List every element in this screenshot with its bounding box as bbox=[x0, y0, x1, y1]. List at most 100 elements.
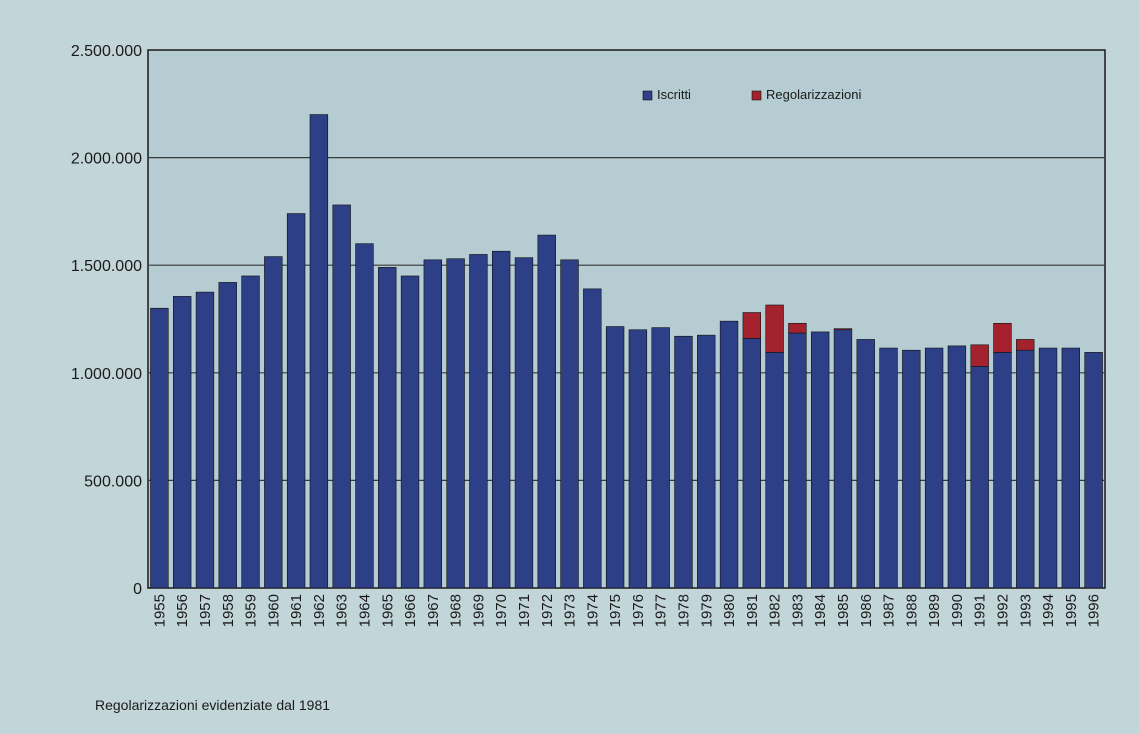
x-tick-label: 1993 bbox=[1017, 594, 1034, 627]
bar-iscritti-1989 bbox=[924, 347, 944, 589]
x-tick-label: 1958 bbox=[220, 594, 237, 627]
x-tick-label: 1989 bbox=[926, 594, 943, 627]
x-tick-label: 1966 bbox=[402, 594, 419, 627]
bar-iscritti-1961 bbox=[286, 213, 306, 589]
x-tick-label: 1964 bbox=[356, 594, 373, 627]
bar-iscritti-1982 bbox=[765, 352, 784, 589]
y-tick-label: 2.000.000 bbox=[71, 151, 142, 168]
x-tick-label: 1981 bbox=[744, 594, 761, 627]
x-tick-label: 1971 bbox=[516, 594, 533, 627]
bar-iscritti-1973 bbox=[560, 259, 579, 589]
x-tick-label: 1976 bbox=[630, 594, 647, 627]
x-tick-label: 1956 bbox=[174, 594, 191, 627]
bar-iscritti-1995 bbox=[1061, 347, 1081, 589]
x-tick-label: 1955 bbox=[151, 594, 168, 627]
legend-swatch-regolarizzazioni bbox=[751, 90, 762, 101]
y-tick-label: 0 bbox=[133, 581, 142, 598]
bar-iscritti-1964 bbox=[355, 243, 374, 589]
bar-iscritti-1958 bbox=[218, 282, 237, 589]
x-tick-label: 1996 bbox=[1086, 594, 1103, 627]
bar-iscritti-1970 bbox=[491, 250, 511, 589]
y-tick-labels: 0 500.000 1.000.000 1.500.000 2.000.000 2.500… bbox=[71, 43, 142, 598]
x-tick-label: 1992 bbox=[994, 594, 1011, 627]
bar-iscritti-1994 bbox=[1038, 347, 1058, 589]
bar-iscritti-1975 bbox=[605, 326, 625, 589]
x-tick-label: 1960 bbox=[265, 594, 282, 627]
x-tick-label: 1990 bbox=[949, 594, 966, 627]
bar-iscritti-1959 bbox=[241, 275, 260, 589]
x-tick-label: 1957 bbox=[197, 594, 214, 627]
x-tick-labels: 1955 1956 1957 1958 1959 1960 1961 1962 1963 1964… bbox=[151, 594, 1102, 627]
bar-iscritti-1985 bbox=[833, 329, 853, 589]
x-tick-label: 1978 bbox=[675, 594, 692, 627]
bar-iscritti-1990 bbox=[947, 345, 967, 589]
bar-regolarizzazioni-1992 bbox=[993, 322, 1012, 353]
y-tick-label: 500.000 bbox=[84, 473, 142, 490]
plot-area bbox=[147, 49, 1106, 589]
bar-iscritti-1957 bbox=[195, 291, 215, 589]
y-tick-label: 1.500.000 bbox=[71, 258, 142, 275]
x-tick-label: 1986 bbox=[858, 594, 875, 627]
bar-iscritti-1992 bbox=[993, 352, 1012, 589]
bars bbox=[150, 114, 1103, 589]
x-tick-label: 1970 bbox=[493, 594, 510, 627]
bar-iscritti-1969 bbox=[469, 254, 488, 589]
bar-iscritti-1960 bbox=[264, 256, 283, 589]
bar-iscritti-1967 bbox=[423, 259, 443, 589]
x-tick-label: 1972 bbox=[539, 594, 556, 627]
bar-iscritti-1988 bbox=[902, 349, 921, 589]
bar-iscritti-1965 bbox=[378, 267, 397, 589]
bar-iscritti-1971 bbox=[514, 257, 534, 589]
footnote: Regolarizzazioni evidenziate dal 1981 bbox=[95, 697, 331, 713]
x-tick-label: 1994 bbox=[1040, 594, 1057, 627]
x-tick-label: 1968 bbox=[448, 594, 465, 627]
bar-iscritti-1979 bbox=[697, 334, 716, 589]
x-tick-label: 1974 bbox=[584, 594, 601, 627]
x-tick-label: 1984 bbox=[812, 594, 829, 627]
bar-regolarizzazioni-1991 bbox=[970, 344, 989, 367]
bar-iscritti-1993 bbox=[1016, 349, 1035, 589]
x-tick-label: 1959 bbox=[243, 594, 260, 627]
x-tick-label: 1987 bbox=[881, 594, 898, 627]
x-tick-label: 1985 bbox=[835, 594, 852, 627]
bar-iscritti-1972 bbox=[537, 234, 556, 589]
legend-label-iscritti: Iscritti bbox=[657, 87, 691, 102]
bar-iscritti-1976 bbox=[628, 329, 648, 589]
x-tick-label: 1961 bbox=[288, 594, 305, 627]
bar-iscritti-1983 bbox=[788, 332, 807, 589]
x-tick-label: 1973 bbox=[562, 594, 579, 627]
bar-regolarizzazioni-1982 bbox=[765, 304, 784, 353]
bar-regolarizzazioni-1985 bbox=[833, 328, 853, 331]
x-tick-label: 1983 bbox=[789, 594, 806, 627]
legend-swatch-iscritti bbox=[642, 90, 653, 101]
x-tick-label: 1977 bbox=[653, 594, 670, 627]
grid-lines bbox=[148, 157, 1105, 481]
bar-iscritti-1974 bbox=[583, 288, 602, 589]
bar-iscritti-1966 bbox=[400, 275, 420, 589]
bar-iscritti-1963 bbox=[332, 204, 351, 589]
bar-iscritti-1955 bbox=[150, 307, 169, 589]
bar-iscritti-1991 bbox=[970, 366, 989, 589]
x-tick-label: 1995 bbox=[1063, 594, 1080, 627]
x-tick-label: 1969 bbox=[470, 594, 487, 627]
x-tick-label: 1991 bbox=[972, 594, 989, 627]
x-tick-label: 1965 bbox=[379, 594, 396, 627]
x-tick-label: 1967 bbox=[425, 594, 442, 627]
x-tick-label: 1979 bbox=[698, 594, 715, 627]
x-tick-label: 1982 bbox=[767, 594, 784, 627]
bar-iscritti-1981 bbox=[742, 338, 762, 589]
bar-iscritti-1968 bbox=[446, 258, 465, 589]
bar-regolarizzazioni-1993 bbox=[1016, 339, 1035, 351]
bar-iscritti-1984 bbox=[810, 331, 830, 589]
y-tick-label: 2.500.000 bbox=[71, 43, 142, 60]
bar-iscritti-1977 bbox=[651, 327, 670, 589]
x-tick-label: 1980 bbox=[721, 594, 738, 627]
bar-regolarizzazioni-1983 bbox=[788, 322, 807, 334]
x-tick-label: 1975 bbox=[607, 594, 624, 627]
x-tick-label: 1963 bbox=[334, 594, 351, 627]
bar-iscritti-1987 bbox=[879, 347, 898, 589]
bar-iscritti-1996 bbox=[1084, 352, 1103, 589]
bar-iscritti-1962 bbox=[309, 114, 329, 589]
legend-label-regolarizzazioni: Regolarizzazioni bbox=[766, 87, 861, 102]
